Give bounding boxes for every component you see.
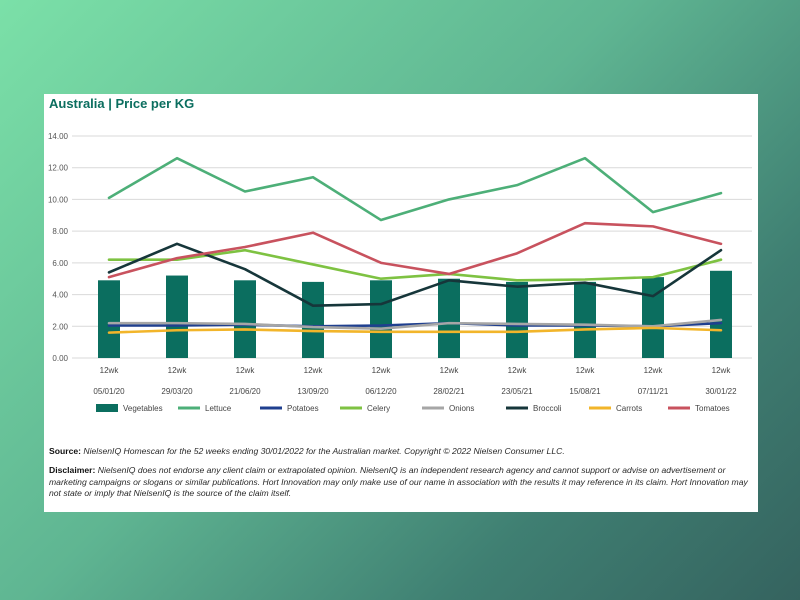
x-tick-label-date: 28/02/21 (433, 387, 465, 396)
legend-label-lettuce: Lettuce (205, 404, 232, 413)
legend-label-potatoes: Potatoes (287, 404, 319, 413)
line-onions (107, 318, 723, 330)
bar-vegetables (370, 280, 392, 358)
disclaimer-label: Disclaimer: (49, 465, 96, 475)
bar-vegetables (506, 281, 528, 358)
x-tick-label-period: 12wk (168, 366, 188, 375)
x-tick-label-date: 13/09/20 (297, 387, 329, 396)
bar-vegetables (302, 281, 324, 358)
bar-vegetables (574, 281, 596, 358)
x-tick-label-date: 05/01/20 (93, 387, 125, 396)
x-tick-label-date: 21/06/20 (229, 387, 261, 396)
price-chart: 0.00 2.00 4.00 6.00 8.00 10.00 12.00 14.00 12wk 0… (48, 132, 752, 413)
x-tick-label-period: 12wk (712, 366, 732, 375)
x-tick-label-date: 15/08/21 (569, 387, 601, 396)
source-note: Source: NielsenIQ Homescan for the 52 we… (49, 446, 749, 458)
x-tick-label-period: 12wk (372, 366, 392, 375)
x-tick-label-period: 12wk (440, 366, 460, 375)
y-tick-label: 0.00 (52, 354, 68, 363)
y-tick-label: 2.00 (52, 322, 68, 331)
x-tick-label-period: 12wk (576, 366, 596, 375)
bar-vegetables (98, 280, 120, 358)
y-tick-label: 8.00 (52, 227, 68, 236)
y-tick-label: 4.00 (52, 291, 68, 300)
chart-card: Australia | Price per KG 0.00 2.00 4.00 6.0… (44, 94, 758, 512)
x-tick-label-date: 23/05/21 (501, 387, 533, 396)
y-tick-label: 6.00 (52, 259, 68, 268)
bar-vegetables (166, 275, 188, 358)
x-tick-label-period: 12wk (236, 366, 256, 375)
x-tick-label-period: 12wk (508, 366, 528, 375)
bar-vegetables (710, 270, 732, 358)
y-tick-label: 12.00 (48, 164, 69, 173)
line-broccoli (107, 242, 723, 307)
x-tick-label-period: 12wk (304, 366, 324, 375)
line-tomatoes (107, 221, 723, 279)
y-tick-label: 10.00 (48, 195, 69, 204)
legend-label-celery: Celery (367, 404, 390, 413)
x-tick-label-date: 06/12/20 (365, 387, 397, 396)
disclaimer-text: NielsenIQ does not endorse any client cl… (49, 465, 748, 498)
x-tick-label-period: 12wk (100, 366, 120, 375)
source-text: NielsenIQ Homescan for the 52 weeks endi… (83, 446, 565, 456)
x-tick-label-date: 07/11/21 (638, 387, 669, 396)
bar-vegetables (642, 277, 664, 358)
y-tick-label: 14.00 (48, 132, 69, 141)
legend-label-broccoli: Broccoli (533, 404, 562, 413)
legend-label-carrots: Carrots (616, 404, 642, 413)
line-carrots (107, 326, 723, 334)
legend-swatch-vegetables (96, 404, 118, 412)
line-celery (107, 248, 723, 282)
source-label: Source: (49, 446, 81, 456)
chart-title: Australia | Price per KG (49, 96, 195, 111)
x-tick-label-date: 29/03/20 (161, 387, 193, 396)
legend-label-tomatoes: Tomatoes (695, 404, 730, 413)
x-tick-label-date: 30/01/22 (705, 387, 737, 396)
line-lettuce (107, 156, 723, 222)
disclaimer-note: Disclaimer: NielsenIQ does not endorse a… (49, 465, 749, 500)
bar-vegetables (234, 280, 256, 358)
legend-label-vegetables: Vegetables (123, 404, 163, 413)
legend-label-onions: Onions (449, 404, 474, 413)
bar-vegetables (438, 278, 460, 358)
x-tick-label-period: 12wk (644, 366, 664, 375)
